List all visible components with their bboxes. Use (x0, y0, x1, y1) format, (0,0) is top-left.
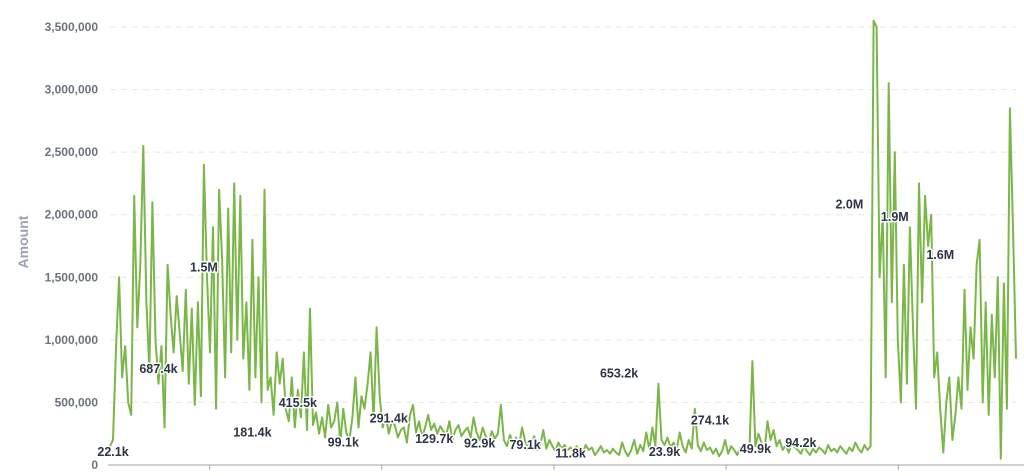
series-line (109, 19, 1017, 460)
data-labels: 22.1k 687.4k 1.5M 181.4k 415.5k 99.1k 291.4k 12… (96, 196, 956, 462)
data-label: 94.2k (785, 436, 816, 450)
data-label: 1.6M (926, 248, 954, 262)
y-tick-label: 2,000,000 (45, 208, 99, 222)
data-label: 181.4k (233, 425, 271, 439)
data-label: 99.1k (328, 436, 359, 450)
data-label: 1.9M (881, 210, 909, 224)
grid-lines (110, 26, 1016, 403)
data-label: 653.2k (600, 366, 638, 380)
y-tick-label: 1,500,000 (45, 270, 99, 284)
data-label: 22.1k (97, 445, 128, 459)
y-tick-label: 0 (91, 458, 98, 472)
data-label: 274.1k (691, 414, 729, 428)
y-tick-label: 1,000,000 (45, 333, 99, 347)
data-label: 687.4k (139, 362, 177, 376)
y-tick-label: 3,500,000 (45, 20, 99, 34)
x-axis-ticks (209, 465, 899, 470)
data-label: 11.8k (555, 447, 586, 461)
data-label: 2.0M (835, 198, 863, 212)
data-label: 92.9k (464, 436, 495, 450)
data-label: 291.4k (370, 412, 408, 426)
data-label: 415.5k (279, 396, 317, 410)
y-tick-label: 3,000,000 (45, 83, 99, 97)
data-label: 1.5M (190, 260, 218, 274)
data-label: 79.1k (509, 438, 540, 452)
data-label: 23.9k (649, 445, 680, 459)
y-tick-label: 2,500,000 (45, 145, 99, 159)
data-label: 129.7k (415, 432, 453, 446)
y-tick-label: 500,000 (55, 395, 99, 409)
y-axis-label: Amount (15, 215, 31, 268)
data-label: 49.9k (740, 442, 771, 456)
y-axis-ticks: 0 500,000 1,000,000 1,500,000 2,000,000 2,500… (45, 20, 99, 472)
